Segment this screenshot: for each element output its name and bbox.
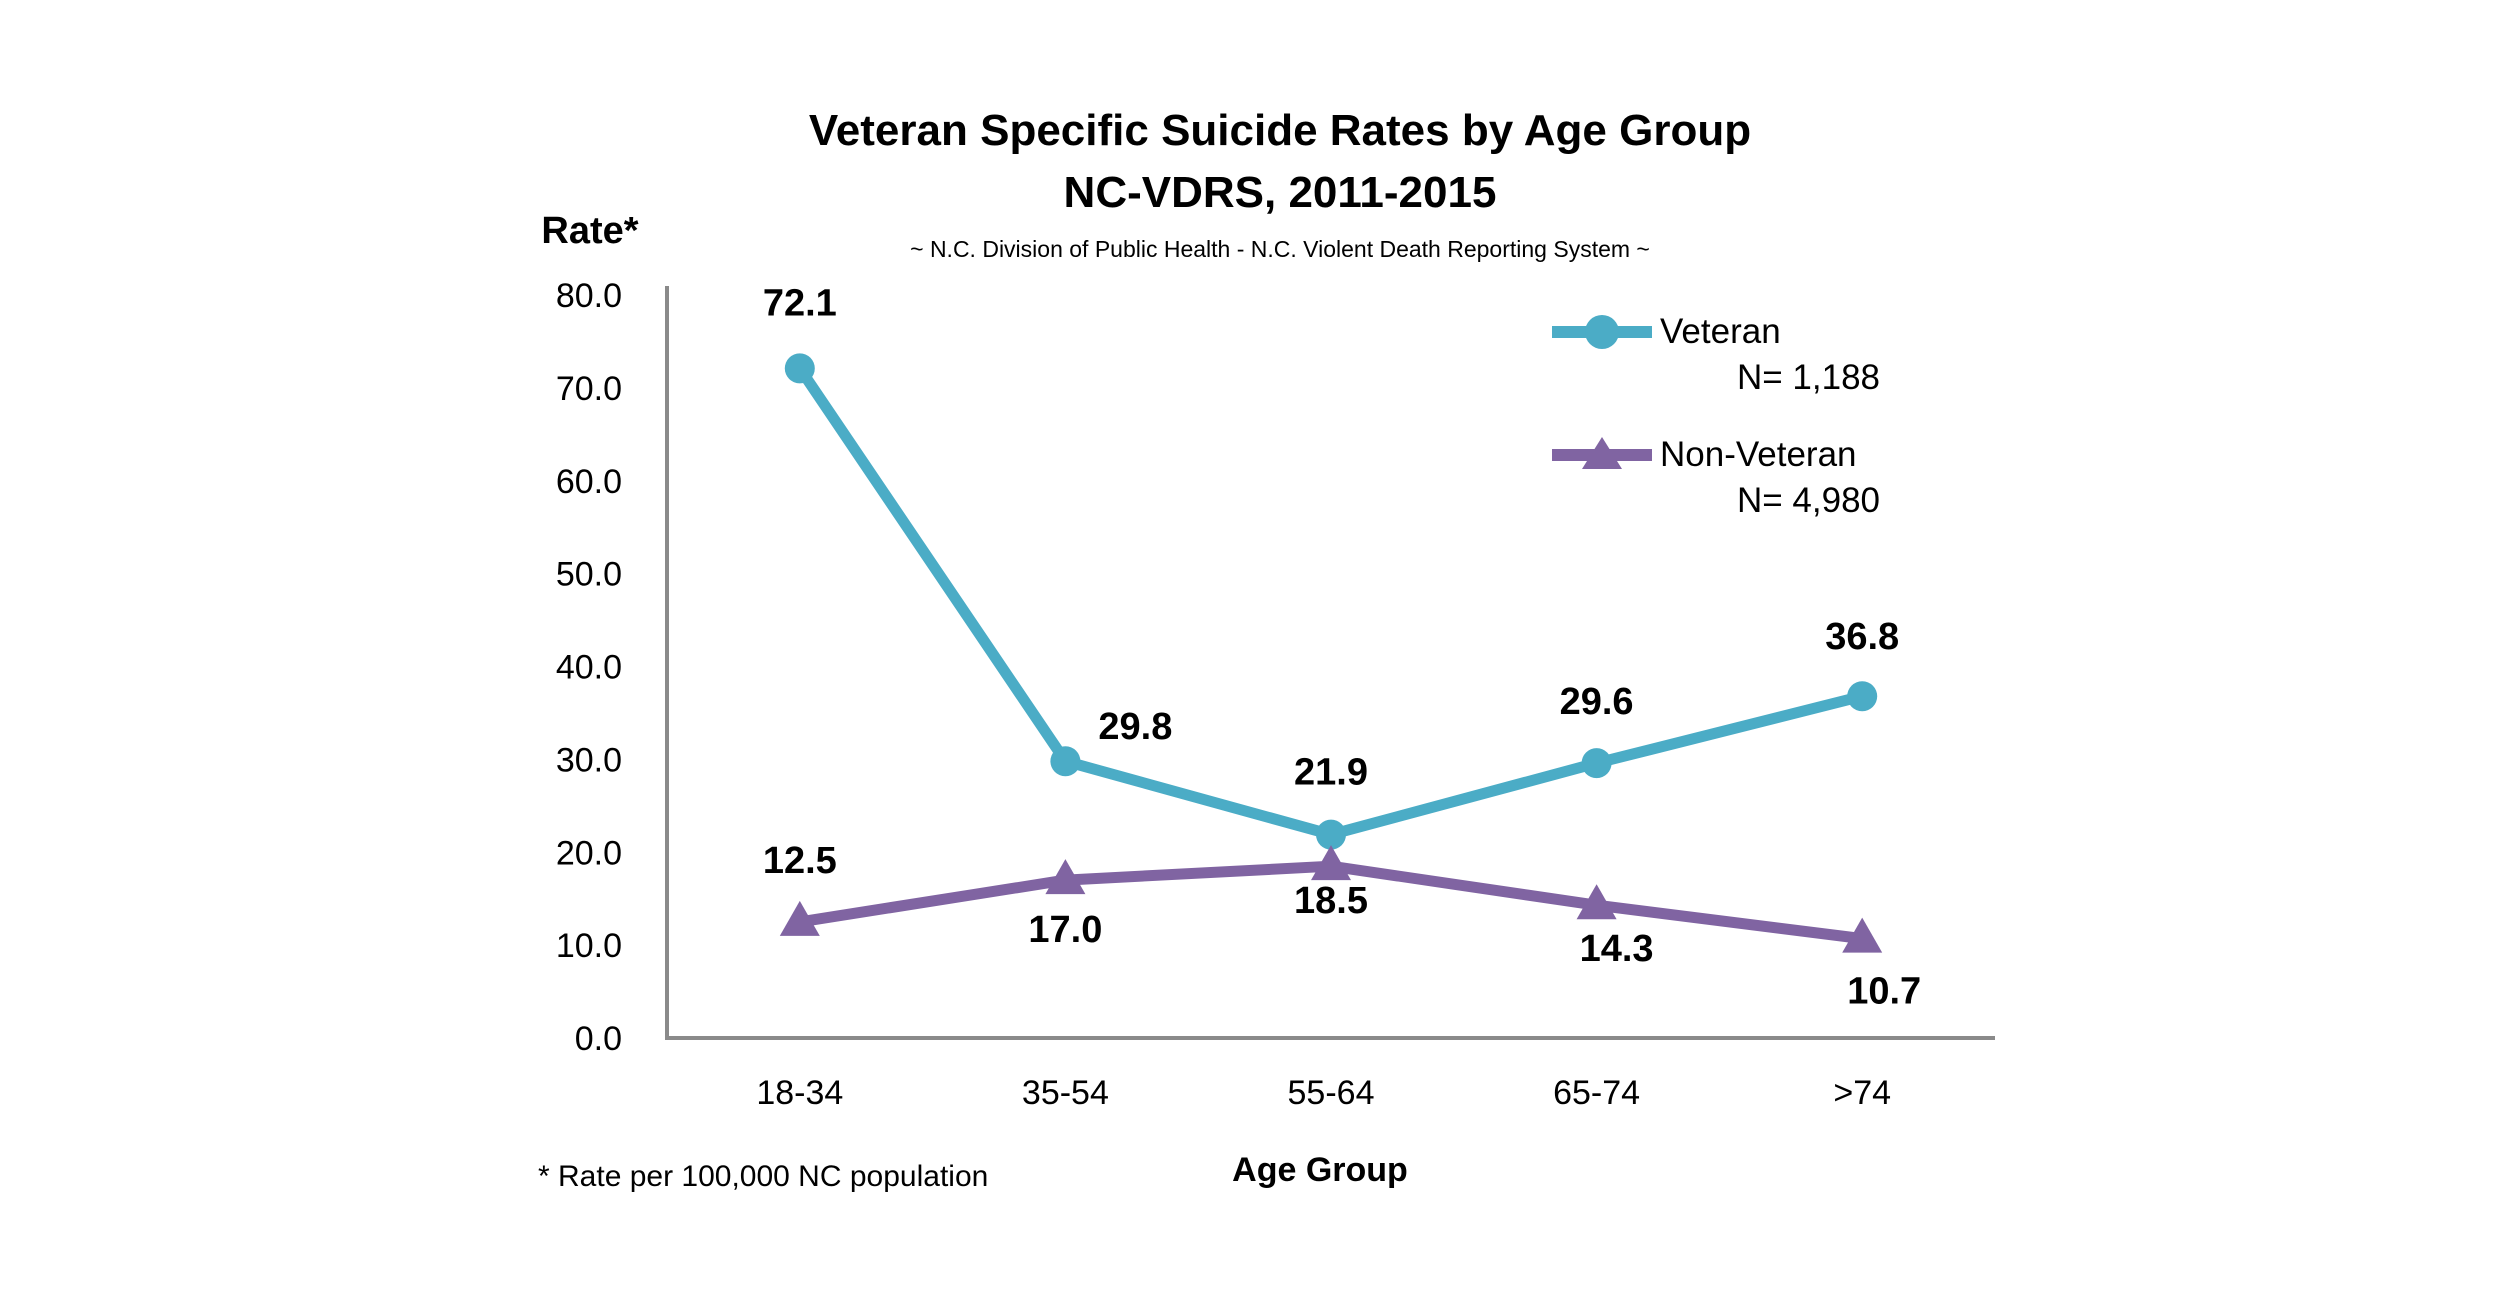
veteran-series-marker-icon (1552, 315, 1652, 349)
chart-title-line1: Veteran Specific Suicide Rates by Age Gr… (808, 106, 1752, 155)
y-tick-label: 50.0 (556, 556, 622, 594)
legend-n-veteran: N= 1,188 (1736, 358, 1880, 397)
veteran-data-point-marker (1050, 746, 1081, 777)
nonveteran-series-marker-icon (1552, 437, 1652, 469)
non-veteran-data-label: 14.3 (1580, 928, 1654, 970)
x-tick-label: 65-74 (1553, 1074, 1640, 1112)
legend-entry-veteran: Veteran (1552, 312, 1781, 352)
legend-label-veteran: Veteran (1660, 312, 1781, 351)
veteran-data-label: 29.8 (1098, 706, 1172, 748)
y-tick-label: 20.0 (556, 834, 622, 872)
non-veteran-data-point-marker (1842, 917, 1883, 953)
y-tick-label: 40.0 (556, 649, 622, 687)
x-tick-label: 35-54 (1022, 1074, 1109, 1112)
non-veteran-data-point-marker (779, 900, 820, 936)
veteran-data-label: 21.9 (1294, 752, 1368, 794)
veteran-data-label: 36.8 (1825, 616, 1899, 658)
x-axis-title: Age Group (1232, 1151, 1408, 1189)
chart-header: Veteran Specific Suicide Rates by Age Gr… (280, 100, 2280, 266)
non-veteran-data-label: 18.5 (1294, 880, 1368, 922)
y-tick-label: 10.0 (556, 927, 622, 965)
y-tick-label: 70.0 (556, 370, 622, 408)
x-tick-label: 18-34 (756, 1074, 843, 1112)
veteran-data-point-marker (1847, 681, 1878, 712)
non-veteran-data-point-marker (1576, 884, 1617, 920)
legend-n-nonveteran: N= 4,980 (1736, 481, 1880, 520)
non-veteran-data-label: 10.7 (1847, 971, 1921, 1013)
veteran-data-point-marker (784, 353, 815, 384)
y-axis-title: Rate* (541, 210, 639, 252)
y-tick-label: 60.0 (556, 463, 622, 501)
footnote: * Rate per 100,000 NC population (538, 1160, 989, 1193)
non-veteran-data-point-marker (1045, 859, 1086, 895)
x-tick-label: 55-64 (1288, 1074, 1375, 1112)
veteran-data-label: 29.6 (1560, 681, 1634, 723)
y-tick-label: 0.0 (575, 1020, 622, 1058)
chart-subtitle: ~ N.C. Division of Public Health - N.C. … (910, 236, 1650, 262)
non-veteran-data-label: 17.0 (1028, 909, 1102, 951)
y-tick-label: 80.0 (556, 277, 622, 315)
x-tick-label: >74 (1833, 1074, 1891, 1112)
veteran-data-point-marker (1316, 819, 1346, 850)
y-tick-label: 30.0 (556, 741, 622, 779)
legend-label-nonveteran: Non-Veteran (1660, 435, 1857, 474)
non-veteran-data-label: 12.5 (763, 840, 837, 882)
chart-title-line2: NC-VDRS, 2011-2015 (1063, 168, 1497, 217)
veteran-data-point-marker (1581, 748, 1612, 779)
legend-entry-nonveteran: Non-Veteran (1552, 435, 1857, 475)
non-veteran-data-point-marker (1311, 845, 1351, 881)
veteran-data-label: 72.1 (763, 282, 837, 324)
